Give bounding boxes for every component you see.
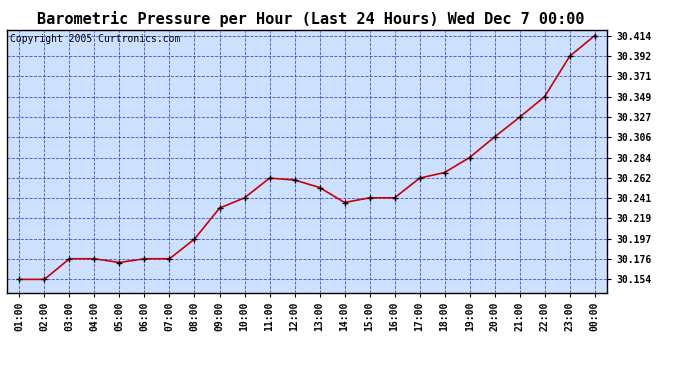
Text: Copyright 2005 Curtronics.com: Copyright 2005 Curtronics.com	[10, 34, 180, 44]
Text: Barometric Pressure per Hour (Last 24 Hours) Wed Dec 7 00:00: Barometric Pressure per Hour (Last 24 Ho…	[37, 11, 584, 27]
